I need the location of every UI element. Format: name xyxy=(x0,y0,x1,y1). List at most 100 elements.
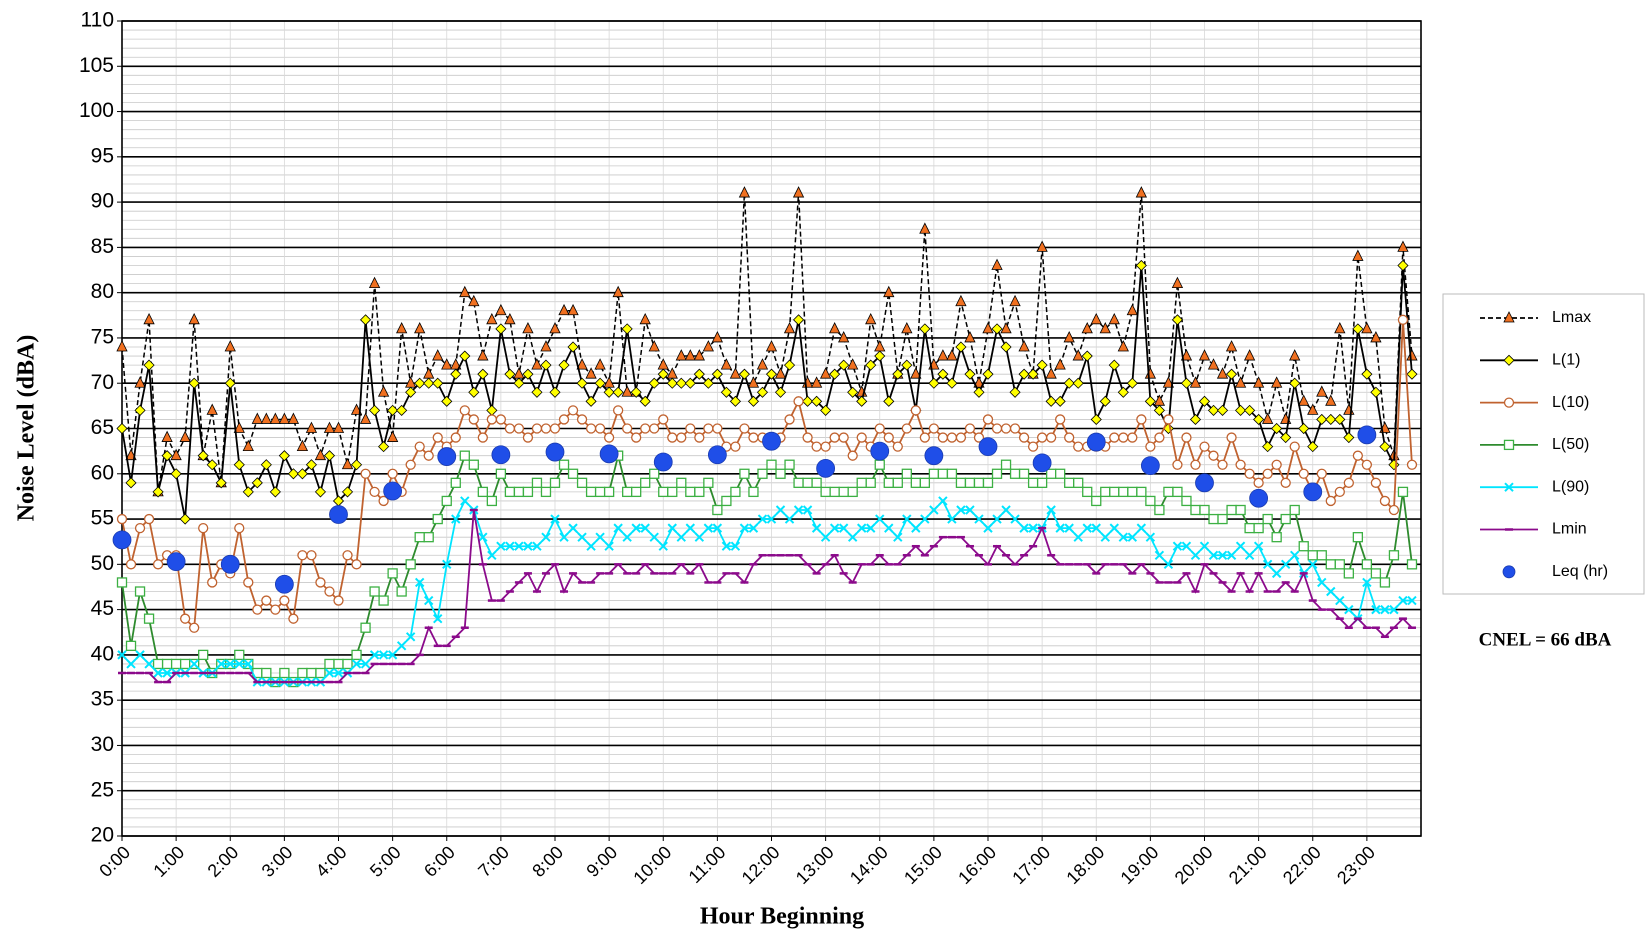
marker xyxy=(865,359,877,371)
marker xyxy=(495,303,507,316)
marker xyxy=(838,359,850,371)
marker xyxy=(495,323,507,335)
marker xyxy=(658,541,668,551)
marker xyxy=(585,486,597,498)
marker xyxy=(442,559,452,570)
marker xyxy=(377,385,390,397)
marker xyxy=(1389,604,1399,615)
marker xyxy=(739,423,750,434)
marker xyxy=(937,468,949,479)
y-tick-label: 20 xyxy=(91,824,114,847)
marker xyxy=(333,595,344,606)
marker xyxy=(242,439,254,452)
marker xyxy=(134,522,146,534)
marker xyxy=(1091,495,1102,507)
marker xyxy=(748,486,759,498)
marker xyxy=(278,450,290,462)
marker xyxy=(260,459,272,471)
marker xyxy=(892,441,903,452)
marker xyxy=(1406,349,1418,361)
marker xyxy=(893,532,903,542)
marker xyxy=(946,432,958,443)
marker xyxy=(468,294,480,307)
marker xyxy=(729,367,742,379)
marker xyxy=(1127,532,1138,542)
marker xyxy=(792,186,805,198)
marker xyxy=(486,312,498,325)
marker xyxy=(1307,441,1319,453)
marker xyxy=(774,386,787,398)
marker xyxy=(450,432,461,443)
marker xyxy=(1000,321,1012,334)
marker xyxy=(1261,412,1274,424)
marker xyxy=(1000,341,1012,353)
marker xyxy=(765,340,778,352)
marker xyxy=(730,541,741,551)
marker xyxy=(505,541,515,551)
marker xyxy=(1153,404,1165,416)
marker xyxy=(603,432,615,443)
y-tick-label: 45 xyxy=(91,597,114,620)
marker xyxy=(1370,331,1382,343)
marker xyxy=(1289,349,1301,361)
marker xyxy=(964,331,976,343)
marker xyxy=(1307,550,1318,561)
marker xyxy=(910,477,921,488)
marker xyxy=(134,404,146,416)
legend-label: Lmax xyxy=(1552,309,1591,326)
marker xyxy=(738,186,751,198)
legend-label: Lmin xyxy=(1552,521,1587,538)
marker xyxy=(829,432,840,443)
marker xyxy=(189,622,200,633)
marker xyxy=(978,437,998,457)
marker xyxy=(586,541,596,551)
y-tick-label: 90 xyxy=(91,190,114,213)
marker xyxy=(955,294,967,307)
marker xyxy=(1280,431,1292,444)
marker xyxy=(414,577,425,588)
marker xyxy=(1145,495,1156,507)
y-tick-label: 70 xyxy=(91,371,114,394)
marker xyxy=(911,523,921,533)
marker xyxy=(712,504,723,516)
marker xyxy=(1162,376,1175,388)
marker xyxy=(369,650,380,660)
marker xyxy=(152,486,164,498)
marker xyxy=(152,658,164,670)
marker xyxy=(648,340,660,352)
marker xyxy=(1028,523,1038,533)
marker xyxy=(1361,368,1373,380)
marker xyxy=(1361,459,1373,470)
marker xyxy=(550,514,560,524)
marker xyxy=(1298,541,1309,552)
marker xyxy=(387,468,398,479)
marker xyxy=(329,505,348,524)
marker xyxy=(1298,422,1310,435)
marker xyxy=(1073,477,1084,488)
marker xyxy=(1198,349,1211,361)
marker xyxy=(1136,414,1147,425)
legend-marker xyxy=(1503,439,1515,451)
marker xyxy=(224,377,236,389)
marker xyxy=(640,477,651,488)
marker xyxy=(1380,604,1390,615)
y-axis-title: Noise Level (dBA) xyxy=(14,335,40,522)
marker xyxy=(1180,377,1193,389)
marker xyxy=(1064,523,1074,533)
marker xyxy=(910,405,921,416)
legend-marker xyxy=(1503,354,1515,366)
marker xyxy=(603,486,615,498)
marker xyxy=(487,550,497,560)
marker xyxy=(1371,604,1381,615)
marker xyxy=(351,559,362,570)
marker xyxy=(920,514,930,524)
marker xyxy=(1379,495,1391,507)
marker xyxy=(1100,532,1110,542)
marker xyxy=(1262,513,1273,525)
marker xyxy=(631,432,642,443)
marker xyxy=(693,349,705,361)
marker xyxy=(1406,368,1418,380)
marker xyxy=(486,414,498,425)
marker xyxy=(766,514,777,524)
marker xyxy=(1180,349,1193,361)
